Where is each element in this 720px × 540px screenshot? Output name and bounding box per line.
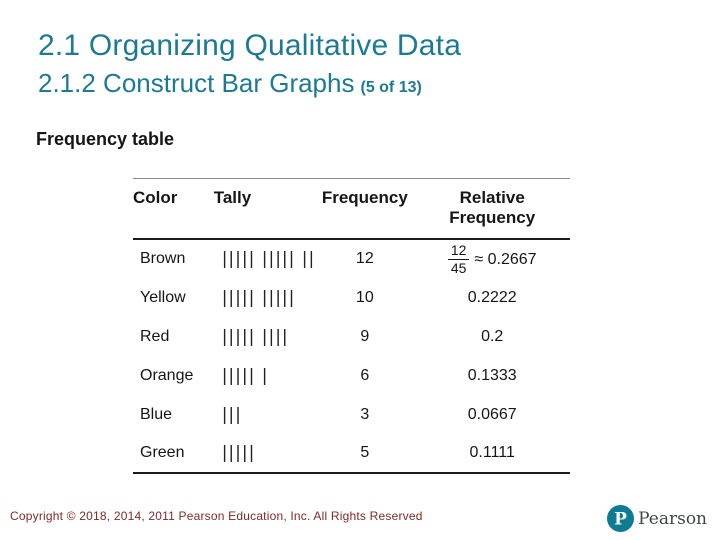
freq-table-body: Brown ||||| ||||| || 12 12 45 ≈ 0.2667 Yel… [133, 239, 570, 473]
cell-tally: ||||| | [221, 365, 269, 386]
title-block: 2.1 Organizing Qualitative Data 2.1.2 Co… [38, 28, 461, 99]
table-row: Green ||||| 5 0.1111 [133, 434, 570, 473]
frequency-table-wrap: Color Tally Frequency Relative Frequency… [133, 178, 570, 475]
header-tally: Tally [213, 188, 252, 207]
cell-frequency: 5 [360, 444, 370, 462]
cell-color: Yellow [140, 288, 186, 306]
cell-frequency: 10 [355, 288, 374, 306]
subtitle-page-count: (5 of 13) [360, 79, 422, 96]
table-row: Orange ||||| | 6 0.1333 [133, 356, 570, 395]
cell-relative: 12 45 ≈ 0.2667 [414, 239, 570, 278]
cell-relative: 0.1333 [467, 366, 517, 384]
cell-tally: ||||| |||| [221, 326, 289, 347]
cell-color: Green [140, 444, 185, 462]
table-row: Yellow ||||| ||||| 10 0.2222 [133, 278, 570, 317]
slide-subtitle: 2.1.2 Construct Bar Graphs (5 of 13) [38, 68, 461, 99]
cell-color: Red [140, 327, 170, 345]
subtitle-text: 2.1.2 Construct Bar Graphs [38, 68, 355, 98]
table-row: Brown ||||| ||||| || 12 12 45 ≈ 0.2667 [133, 239, 570, 278]
section-label: Frequency table [36, 129, 175, 149]
cell-relative: 0.1111 [469, 444, 515, 462]
cell-frequency: 9 [360, 327, 370, 345]
table-row: Red ||||| |||| 9 0.2 [133, 317, 570, 356]
frequency-table-header: Color Tally Frequency Relative Frequency [133, 179, 570, 240]
frequency-table: Color Tally Frequency Relative Frequency… [133, 178, 570, 475]
cell-frequency: 6 [360, 366, 370, 384]
cell-tally: ||| [221, 404, 242, 425]
pearson-logo: P Pearson [607, 505, 707, 532]
cell-tally: ||||| [221, 443, 256, 464]
cell-relative: 0.2 [481, 327, 504, 345]
cell-relative: 0.2222 [467, 288, 517, 306]
cell-frequency: 3 [360, 405, 370, 423]
cell-relative: 0.0667 [467, 405, 517, 423]
table-row: Blue ||| 3 0.0667 [133, 395, 570, 434]
cell-color: Blue [140, 405, 173, 423]
pearson-wordmark: Pearson [638, 508, 707, 529]
copyright-notice: Copyright © 2018, 2014, 2011 Pearson Edu… [10, 509, 423, 523]
pearson-logo-icon: P [607, 505, 635, 532]
header-frequency: Frequency [321, 188, 408, 207]
cell-tally: ||||| ||||| [221, 287, 296, 308]
cell-frequency: 12 [355, 250, 374, 268]
header-color: Color [133, 188, 178, 207]
slide-title: 2.1 Organizing Qualitative Data [38, 29, 462, 62]
cell-color: Brown [140, 250, 186, 268]
cell-tally: ||||| ||||| || [221, 249, 316, 270]
pearson-logo-mark: P [614, 510, 627, 530]
header-relative-frequency: Relative Frequency [449, 188, 536, 228]
cell-color: Orange [140, 366, 194, 384]
